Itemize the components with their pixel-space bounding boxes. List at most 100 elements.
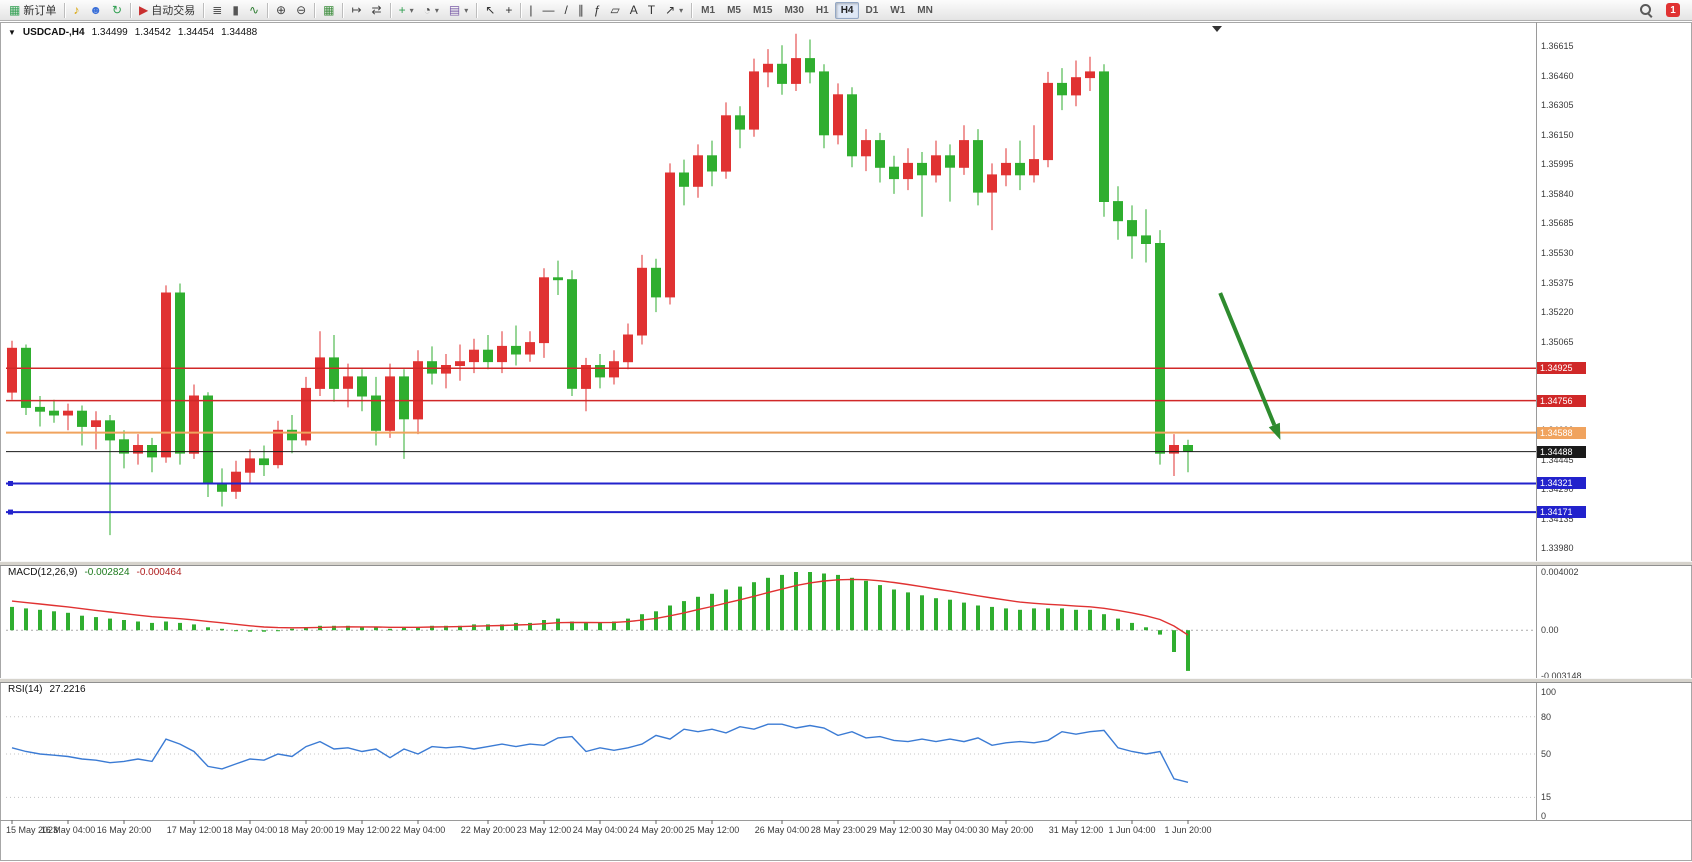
tile-windows-icon: ▦ xyxy=(323,3,335,17)
time-scale-label: 23 May 12:00 xyxy=(516,825,572,835)
text-label-button[interactable]: T xyxy=(643,1,660,19)
timeframe-h1[interactable]: H1 xyxy=(815,4,829,16)
chart-shift-marker[interactable] xyxy=(1212,26,1222,32)
text-button[interactable]: A xyxy=(625,1,643,19)
price-scale-label: 1.35530 xyxy=(1541,248,1574,258)
timeframe-m15[interactable]: M15 xyxy=(752,4,773,16)
notification-badge[interactable]: 1 xyxy=(1666,3,1680,17)
auto-trading-button[interactable]: ▶ 自动交易 xyxy=(134,1,200,19)
alerts-sound-button[interactable]: ♪ xyxy=(68,1,84,19)
tile-windows-button[interactable]: ▦ xyxy=(318,1,339,19)
horizontal-line-button[interactable]: — xyxy=(537,1,559,19)
crosshair-icon: + xyxy=(505,3,513,17)
zoom-out-button[interactable]: ⊖ xyxy=(291,1,311,19)
hline-objects[interactable] xyxy=(6,367,1536,515)
time-scale-label: 16 May 04:00 xyxy=(40,825,96,835)
hline-handle[interactable] xyxy=(8,480,13,486)
new-order-button[interactable]: ▦ 新订单 xyxy=(4,1,61,19)
vertical-line-icon: | xyxy=(529,3,533,17)
price-scale-label: 1.34290 xyxy=(1541,484,1574,494)
macd-histogram xyxy=(10,572,1190,671)
toolbar-right: 1 xyxy=(1635,1,1688,19)
macd-signal-value: -0.000464 xyxy=(136,567,182,578)
vertical-line-button[interactable]: | xyxy=(524,1,537,19)
price-scale-label: 1.35375 xyxy=(1541,278,1574,288)
macd-value: -0.002824 xyxy=(84,567,130,578)
periods-button[interactable]: ◔ ▾ xyxy=(419,1,444,19)
trendline-icon: / xyxy=(564,3,568,17)
rsi-name: RSI(14) xyxy=(8,684,43,695)
channel-button[interactable]: ∥ xyxy=(573,1,589,19)
search-icon xyxy=(1640,4,1652,16)
time-scale-label: 25 May 12:00 xyxy=(684,825,740,835)
time-scale-label: 16 May 20:00 xyxy=(96,825,152,835)
rsi-scale-label: 100 xyxy=(1541,687,1557,697)
time-scale-label: 26 May 04:00 xyxy=(754,825,810,835)
shapes-button[interactable]: ▱ xyxy=(606,1,625,19)
arrows-icon: ↗ xyxy=(665,3,676,17)
bar-chart-icon: ≣ xyxy=(212,3,223,17)
chart-shift-icon: ⇄ xyxy=(371,3,382,17)
time-scale-label: 28 May 23:00 xyxy=(810,825,866,835)
price-scale-label: 1.36460 xyxy=(1541,71,1574,81)
time-scale-label: 24 May 20:00 xyxy=(628,825,684,835)
timeframe-mn[interactable]: MN xyxy=(917,4,933,16)
profile-button[interactable]: ☻ xyxy=(84,1,107,19)
timeframe-m30[interactable]: M30 xyxy=(784,4,804,16)
trendline-button[interactable]: / xyxy=(559,1,572,19)
rsi-scale-label: 0 xyxy=(1541,811,1547,821)
new-order-icon: ▦ xyxy=(9,3,21,17)
zoom-in-button[interactable]: ⊕ xyxy=(271,1,291,19)
macd-scale-label: -0.003148 xyxy=(1541,671,1582,681)
fibonacci-icon: ƒ xyxy=(593,3,601,17)
timeframe-w1[interactable]: W1 xyxy=(890,4,906,16)
panel-separator-rsi[interactable] xyxy=(0,678,1692,683)
price-scale-label: 1.35220 xyxy=(1541,307,1574,317)
templates-icon: ▤ xyxy=(448,3,461,17)
auto-scroll-button[interactable]: ↦ xyxy=(346,1,366,19)
one-click-trading-toggle[interactable]: ▼ xyxy=(8,28,16,37)
timeframe-m5[interactable]: M5 xyxy=(727,4,741,16)
time-scale-label: 15 May 2023 xyxy=(5,825,59,835)
arrows-button[interactable]: ↗ ▾ xyxy=(660,1,688,19)
chart-shift-button[interactable]: ⇄ xyxy=(367,1,387,19)
fibonacci-button[interactable]: ƒ xyxy=(589,1,606,19)
candlestick-chart-button[interactable]: ▮ xyxy=(227,1,244,19)
crosshair-button[interactable]: + xyxy=(500,1,517,19)
ohlc-high: 1.34542 xyxy=(134,27,171,38)
timeframe-h4[interactable]: H4 xyxy=(834,1,860,19)
hline-price-tag: 1.34925 xyxy=(1537,362,1586,374)
time-scale-label: 1 Jun 04:00 xyxy=(1108,825,1156,835)
indicators-button[interactable]: + ▾ xyxy=(394,1,419,19)
timeframe-m1[interactable]: M1 xyxy=(701,4,716,16)
toolbar-separator xyxy=(520,2,522,18)
line-chart-button[interactable]: ∿ xyxy=(244,1,264,19)
bar-chart-button[interactable]: ≣ xyxy=(207,1,227,19)
rsi-scale-label: 15 xyxy=(1541,792,1552,802)
channel-icon: ∥ xyxy=(577,3,584,17)
timeframe-d1[interactable]: D1 xyxy=(865,4,879,16)
chart-symbol-period: USDCAD-,H4 xyxy=(22,27,85,38)
price-scale-label: 1.35065 xyxy=(1541,337,1574,347)
panel-separator-macd[interactable] xyxy=(0,561,1692,566)
time-scale-label: 18 May 04:00 xyxy=(222,825,278,835)
time-scale-label: 19 May 12:00 xyxy=(334,825,390,835)
time-scale-label: 1 Jun 20:00 xyxy=(1164,825,1212,835)
chart-info-line: ▼ USDCAD-,H4 1.34499 1.34542 1.34454 1.3… xyxy=(8,27,257,38)
hline-price-tag: 1.34756 xyxy=(1537,395,1586,407)
text-label-icon: T xyxy=(647,3,656,17)
search-button[interactable] xyxy=(1635,1,1657,19)
templates-button[interactable]: ▤ ▾ xyxy=(444,1,473,19)
zoom-out-icon: ⊖ xyxy=(296,3,307,17)
hline-handle[interactable] xyxy=(8,509,13,515)
price-scale-label: 1.36305 xyxy=(1541,100,1574,110)
cursor-button[interactable]: ↖ xyxy=(480,1,500,19)
toolbar-separator xyxy=(476,2,478,18)
ohlc-open: 1.34499 xyxy=(91,27,128,38)
auto-trading-icon: ▶ xyxy=(139,3,149,17)
auto-trading-button-label: 自动交易 xyxy=(151,5,196,17)
refresh-button[interactable]: ↻ xyxy=(107,1,127,19)
new-order-button-label: 新订单 xyxy=(23,5,57,17)
trend-arrow[interactable] xyxy=(1218,292,1277,426)
